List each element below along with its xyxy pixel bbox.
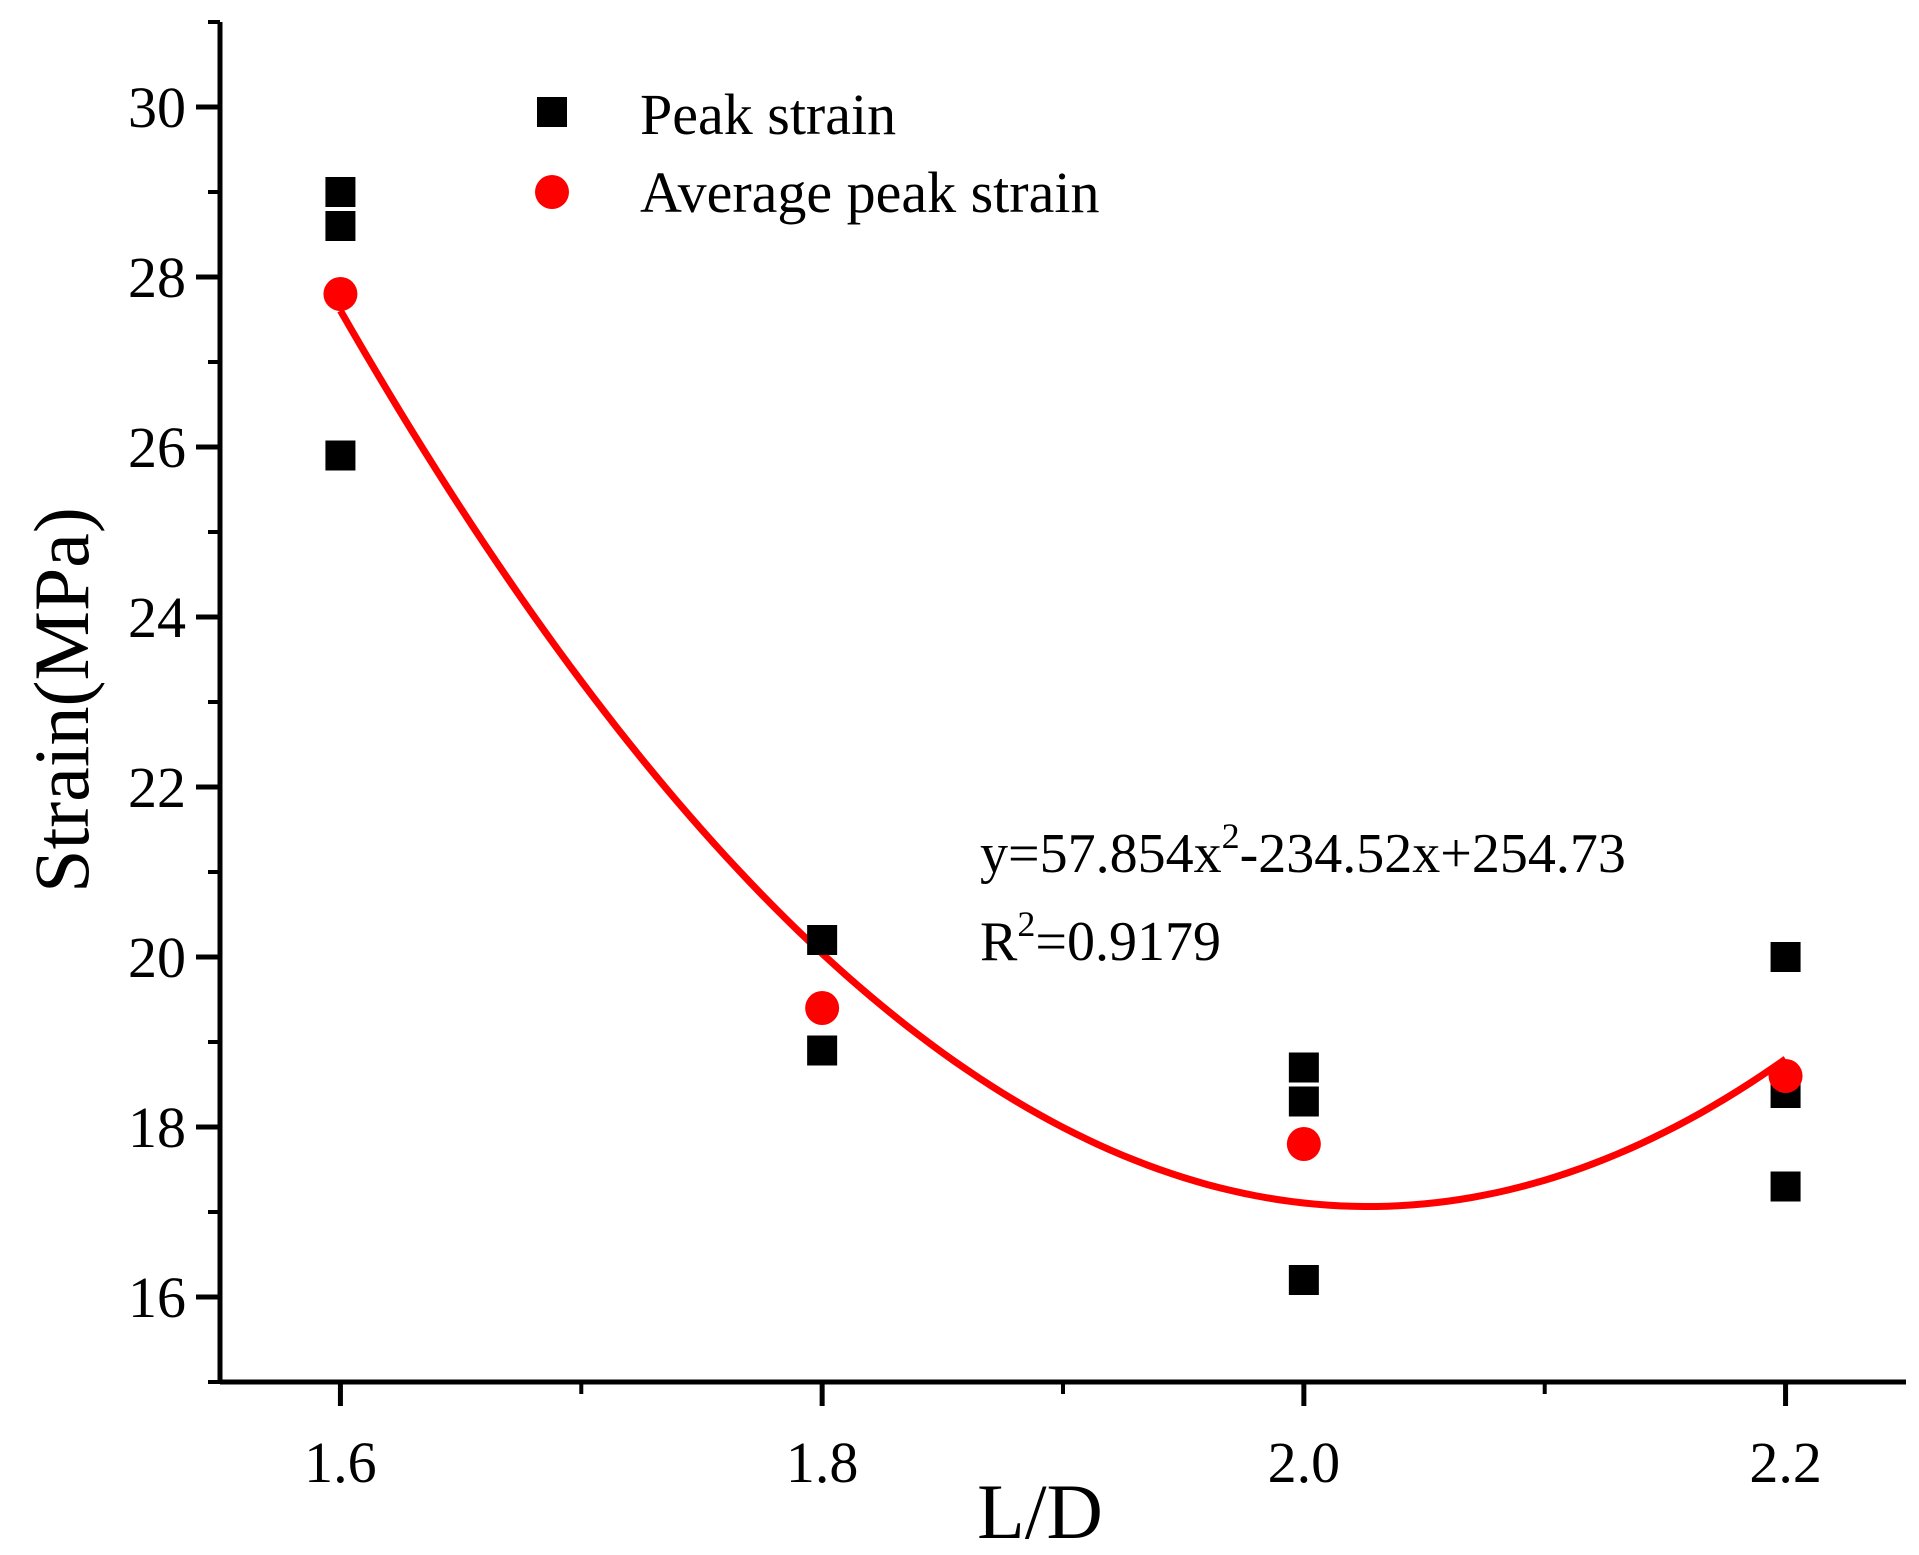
fit-r-squared-suffix: =0.9179 bbox=[1035, 911, 1221, 973]
peak-strain-point bbox=[1288, 1086, 1319, 1117]
fit-r-squared-prefix: R bbox=[980, 911, 1018, 973]
x-tick-label: 1.6 bbox=[304, 1430, 377, 1495]
legend: Peak strain Average peak strain bbox=[535, 82, 1099, 225]
average-peak-strain-point bbox=[805, 991, 840, 1025]
y-tick-label: 26 bbox=[128, 415, 186, 480]
average-peak-strain-point bbox=[323, 277, 358, 311]
peak-strain-point bbox=[325, 177, 356, 207]
y-tick-label: 22 bbox=[128, 755, 186, 820]
y-tick-label: 18 bbox=[128, 1095, 186, 1160]
x-tick-label: 1.8 bbox=[786, 1430, 859, 1495]
average-peak-strain-point bbox=[1286, 1127, 1321, 1161]
legend-label-average-peak-strain: Average peak strain bbox=[640, 160, 1099, 225]
x-axis-title: L/D bbox=[977, 1468, 1103, 1555]
fit-r-squared: R2=0.9179 bbox=[980, 904, 1221, 973]
average-peak-strain-point bbox=[1768, 1059, 1803, 1093]
peak-strain-point bbox=[807, 925, 838, 955]
legend-marker-peak-strain bbox=[537, 97, 567, 127]
fit-annotation: y=57.854x2-234.52x+254.73 R2=0.9179 bbox=[980, 816, 1626, 973]
fit-equation-exponent: 2 bbox=[1222, 816, 1240, 856]
peak-strain-point bbox=[807, 1035, 838, 1066]
y-tick-label: 20 bbox=[128, 925, 186, 990]
legend-marker-average-peak-strain bbox=[535, 175, 569, 209]
data-markers bbox=[323, 177, 1803, 1295]
legend-label-peak-strain: Peak strain bbox=[640, 82, 896, 147]
x-tick-label: 2.2 bbox=[1749, 1430, 1822, 1495]
fit-r-squared-exponent: 2 bbox=[1017, 904, 1035, 944]
fit-equation-suffix: -234.52x+254.73 bbox=[1240, 823, 1626, 885]
fit-equation: y=57.854x2-234.52x+254.73 bbox=[980, 816, 1626, 885]
fit-curve bbox=[337, 308, 1788, 1211]
y-tick-label: 28 bbox=[128, 245, 186, 310]
peak-strain-point bbox=[325, 440, 356, 471]
peak-strain-point bbox=[1770, 1171, 1801, 1202]
peak-strain-point bbox=[1288, 1052, 1319, 1083]
x-tick-label: 2.0 bbox=[1268, 1430, 1341, 1495]
y-axis-title: Strain(MPa) bbox=[18, 507, 105, 893]
peak-strain-point bbox=[1288, 1265, 1319, 1295]
y-tick-label: 30 bbox=[128, 75, 186, 140]
fit-equation-prefix: y=57.854x bbox=[980, 823, 1222, 885]
peak-strain-point bbox=[325, 211, 356, 241]
y-tick-label: 16 bbox=[128, 1265, 186, 1330]
y-tick-label: 24 bbox=[128, 585, 186, 650]
peak-strain-point bbox=[1770, 942, 1801, 972]
